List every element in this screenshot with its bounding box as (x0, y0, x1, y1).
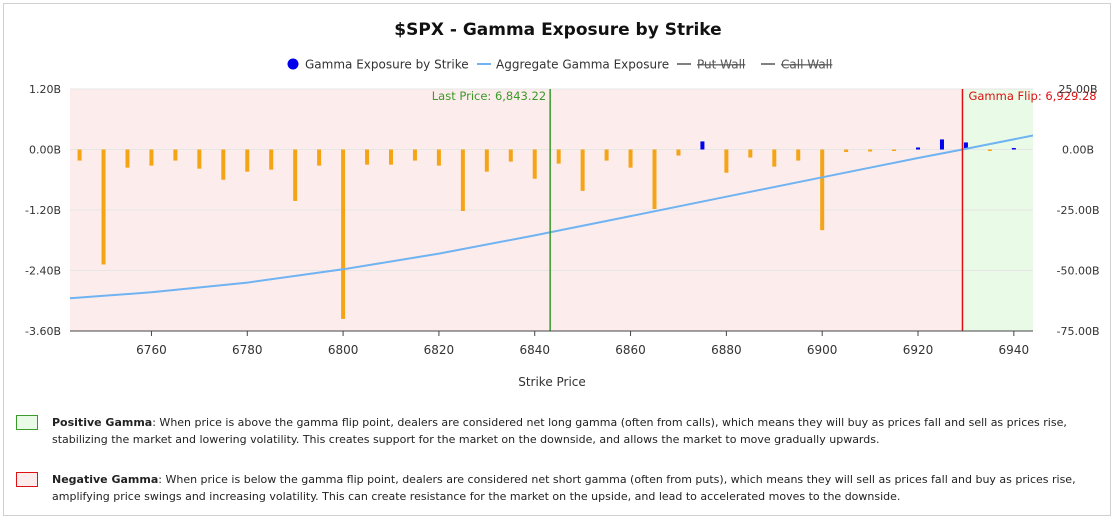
gamma-bar[interactable] (221, 149, 226, 180)
positive-gamma-note: Positive Gamma: When price is above the … (16, 414, 1096, 448)
gamma-bar[interactable] (772, 149, 777, 167)
gamma-bar[interactable] (293, 149, 298, 201)
gamma-bar[interactable] (796, 149, 801, 161)
x-tick-label: 6760 (136, 343, 167, 357)
y-left-tick-label: -2.40B (25, 265, 61, 278)
gamma-bar[interactable] (868, 149, 873, 152)
gamma-bar[interactable] (197, 149, 202, 169)
legend-label-gamma-exposure[interactable]: Gamma Exposure by Strike (305, 58, 469, 72)
y-right-tick-label: 25.00B (1058, 83, 1097, 96)
gamma-bar[interactable] (676, 149, 681, 156)
gamma-bar[interactable] (532, 149, 537, 179)
x-tick-label: 6900 (807, 343, 838, 357)
legend-label-call-wall[interactable]: Call Wall (781, 58, 832, 72)
positive-gamma-heading: Positive Gamma (52, 416, 153, 429)
gamma-bar[interactable] (77, 149, 82, 161)
positive-gamma-swatch (16, 415, 38, 430)
negative-gamma-heading: Negative Gamma (52, 473, 159, 486)
legend-label-aggregate[interactable]: Aggregate Gamma Exposure (496, 58, 669, 72)
gamma-bar[interactable] (436, 149, 441, 166)
aggregate-gamma-line[interactable] (69, 134, 1034, 300)
gamma-bar[interactable] (125, 149, 130, 168)
x-tick-label: 6800 (328, 343, 359, 357)
x-tick-label: 6920 (903, 343, 934, 357)
gamma-bar[interactable] (412, 149, 417, 161)
y-left-tick-label: -3.60B (25, 325, 61, 338)
y-left-tick-label: -1.20B (25, 204, 61, 217)
gamma-bar[interactable] (820, 149, 825, 231)
gamma-bar[interactable] (628, 149, 633, 168)
legend-label-put-wall[interactable]: Put Wall (697, 58, 745, 72)
gamma-bar[interactable] (724, 149, 729, 173)
y-right-tick-label: 0.00B (1062, 144, 1094, 157)
gamma-bar[interactable] (149, 149, 154, 166)
x-tick-label: 6780 (232, 343, 263, 357)
negative-gamma-swatch (16, 472, 38, 487)
last-price-label: Last Price: 6,843.22 (432, 89, 546, 103)
gamma-bar[interactable] (844, 149, 849, 153)
x-tick-label: 6940 (999, 343, 1030, 357)
gamma-bar[interactable] (580, 149, 585, 191)
chart-legend[interactable]: Gamma Exposure by Strike Aggregate Gamma… (287, 58, 833, 72)
y-right-tick-label: -75.00B (1056, 325, 1099, 338)
gamma-bar[interactable] (173, 149, 178, 161)
gamma-bar[interactable] (748, 149, 753, 158)
legend-marker-gamma-exposure (287, 58, 299, 70)
x-tick-label: 6840 (519, 343, 550, 357)
gamma-bar[interactable] (1011, 147, 1016, 150)
chart-title: $SPX - Gamma Exposure by Strike (394, 20, 722, 40)
gamma-bar[interactable] (700, 141, 705, 150)
gamma-bar[interactable] (101, 149, 106, 265)
y-right-tick-label: -50.00B (1056, 265, 1099, 278)
gamma-bar[interactable] (963, 142, 968, 150)
gamma-bar[interactable] (341, 149, 346, 319)
negative-gamma-text: : When price is below the gamma flip poi… (52, 473, 1076, 503)
gamma-bar[interactable] (987, 149, 992, 152)
y-left-tick-label: 0.00B (29, 144, 61, 157)
x-tick-label: 6880 (711, 343, 742, 357)
gamma-bar[interactable] (484, 149, 489, 172)
gamma-bar[interactable] (317, 149, 322, 166)
y-right-tick-label: -25.00B (1056, 204, 1099, 217)
negative-gamma-note: Negative Gamma: When price is below the … (16, 471, 1096, 505)
y-left-tick-label: 1.20B (29, 83, 61, 96)
gamma-flip-label: Gamma Flip: 6,929.28 (968, 89, 1096, 103)
gamma-bar[interactable] (892, 149, 897, 152)
gamma-bar[interactable] (916, 147, 921, 150)
gamma-bar[interactable] (245, 149, 250, 172)
gamma-bar[interactable] (556, 149, 561, 164)
x-tick-label: 6860 (615, 343, 646, 357)
positive-gamma-text: : When price is above the gamma flip poi… (52, 416, 1067, 446)
gamma-bar[interactable] (508, 149, 513, 162)
gamma-bar[interactable] (604, 149, 609, 161)
gamma-bar[interactable] (365, 149, 370, 165)
x-axis-title: Strike Price (518, 375, 586, 389)
gamma-bar[interactable] (939, 139, 944, 150)
gamma-bar[interactable] (389, 149, 393, 165)
x-tick-label: 6820 (424, 343, 455, 357)
gamma-bar[interactable] (269, 149, 274, 170)
gamma-exposure-chart: Gamma Exposure by Strike Aggregate Gamma… (25, 58, 1100, 390)
gamma-bar[interactable] (460, 149, 465, 212)
gamma-bar[interactable] (652, 149, 657, 209)
